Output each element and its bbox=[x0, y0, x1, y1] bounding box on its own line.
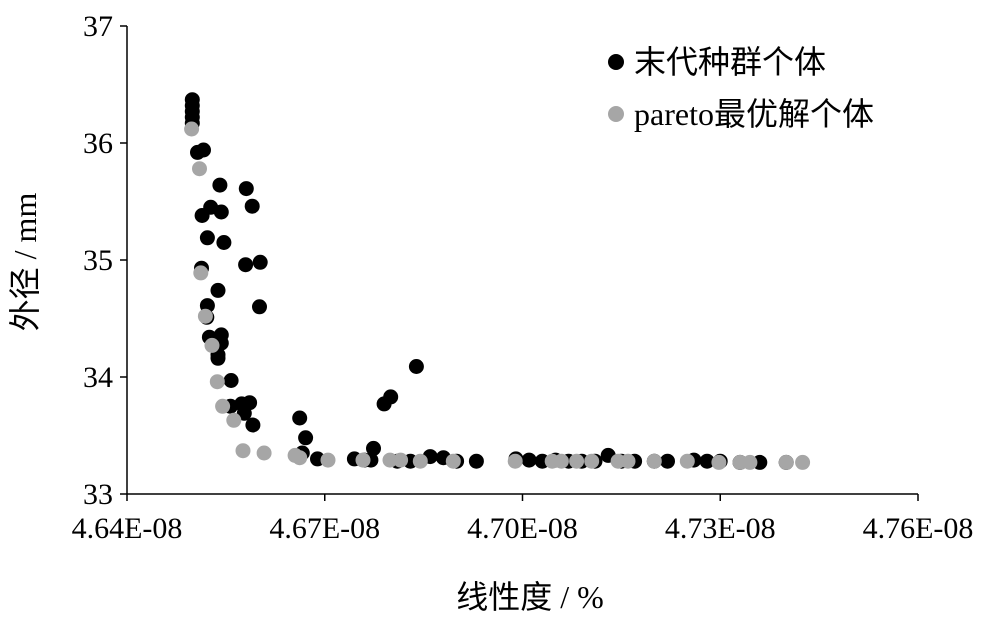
x-axis-title: 线性度 / % bbox=[456, 579, 604, 615]
x-tick-label: 4.70E-08 bbox=[467, 512, 578, 545]
x-tick-label: 4.64E-08 bbox=[72, 512, 183, 545]
data-point-series-1 bbox=[408, 359, 424, 374]
data-point-series-2 bbox=[679, 453, 695, 469]
legend-marker-series-2 bbox=[608, 106, 624, 122]
data-point-series-2 bbox=[620, 453, 636, 469]
data-point-series-2 bbox=[584, 453, 600, 469]
y-tick-label: 36 bbox=[83, 127, 113, 160]
data-point-series-1 bbox=[699, 453, 715, 469]
data-point-series-1 bbox=[210, 350, 226, 366]
y-axis-title: 外径 / mm bbox=[7, 193, 43, 332]
data-point-series-2 bbox=[320, 452, 336, 468]
data-point-series-1 bbox=[521, 452, 537, 468]
data-point-series-2 bbox=[795, 454, 811, 470]
data-point-series-2 bbox=[646, 453, 662, 469]
series-1 bbox=[184, 92, 794, 470]
data-point-series-2 bbox=[192, 161, 207, 177]
ticks bbox=[120, 25, 919, 501]
data-point-series-2 bbox=[507, 453, 523, 469]
data-point-series-1 bbox=[366, 440, 381, 456]
data-point-series-2 bbox=[209, 374, 225, 390]
y-tick-label: 37 bbox=[83, 10, 113, 43]
data-point-series-1 bbox=[223, 373, 239, 388]
y-tick-label: 35 bbox=[83, 244, 113, 277]
legend-label-series-1: 末代种群个体 bbox=[634, 44, 826, 80]
x-tick-label: 4.73E-08 bbox=[665, 512, 776, 545]
data-point-series-2 bbox=[256, 445, 272, 461]
data-point-series-2 bbox=[197, 308, 213, 324]
x-tick-label: 4.76E-08 bbox=[863, 512, 974, 545]
data-point-series-1 bbox=[238, 181, 254, 197]
series-2 bbox=[184, 121, 811, 470]
data-point-series-2 bbox=[193, 265, 209, 281]
data-point-series-1 bbox=[292, 410, 308, 426]
data-point-series-2 bbox=[382, 452, 398, 468]
data-point-series-2 bbox=[204, 337, 220, 353]
data-point-series-2 bbox=[553, 453, 569, 469]
data-point-series-1 bbox=[196, 142, 211, 158]
legend-marker-series-1 bbox=[608, 54, 624, 70]
tick-labels: 33 34 35 36 37 4.64E-08 4.67E-08 4.70E-08 4.73E-… bbox=[72, 10, 974, 545]
data-point-series-1 bbox=[216, 235, 232, 250]
data-point-series-1 bbox=[212, 177, 228, 193]
data-point-series-1 bbox=[660, 453, 675, 469]
y-tick-label: 34 bbox=[83, 361, 113, 394]
data-point-series-2 bbox=[742, 454, 758, 470]
data-point-series-2 bbox=[235, 443, 251, 459]
x-tick-label: 4.67E-08 bbox=[269, 512, 380, 545]
data-point-series-2 bbox=[711, 454, 727, 470]
data-point-series-2 bbox=[355, 452, 371, 468]
data-point-series-2 bbox=[292, 450, 308, 466]
data-point-series-1 bbox=[252, 254, 268, 270]
data-point-series-1 bbox=[383, 389, 399, 405]
data-point-series-1 bbox=[244, 198, 260, 214]
data-point-series-2 bbox=[412, 453, 428, 469]
data-point-series-1 bbox=[298, 430, 314, 446]
data-point-series-2 bbox=[778, 454, 794, 470]
data-point-series-1 bbox=[210, 282, 226, 298]
data-points bbox=[184, 92, 811, 470]
data-point-series-1 bbox=[468, 453, 484, 469]
legend-label-series-2: pareto最优解个体 bbox=[634, 96, 874, 132]
data-point-series-2 bbox=[226, 412, 242, 428]
data-point-series-2 bbox=[445, 453, 461, 469]
y-tick-label: 33 bbox=[83, 478, 113, 511]
data-point-series-1 bbox=[199, 230, 215, 246]
data-point-series-2 bbox=[215, 398, 231, 414]
data-point-series-1 bbox=[194, 208, 210, 223]
legend: 末代种群个体 pareto最优解个体 bbox=[608, 44, 874, 132]
data-point-series-2 bbox=[569, 453, 585, 469]
data-point-series-2 bbox=[184, 121, 200, 137]
data-point-series-1 bbox=[238, 257, 254, 273]
data-point-series-1 bbox=[245, 417, 261, 433]
data-point-series-1 bbox=[252, 299, 267, 315]
data-point-series-2 bbox=[393, 452, 409, 468]
